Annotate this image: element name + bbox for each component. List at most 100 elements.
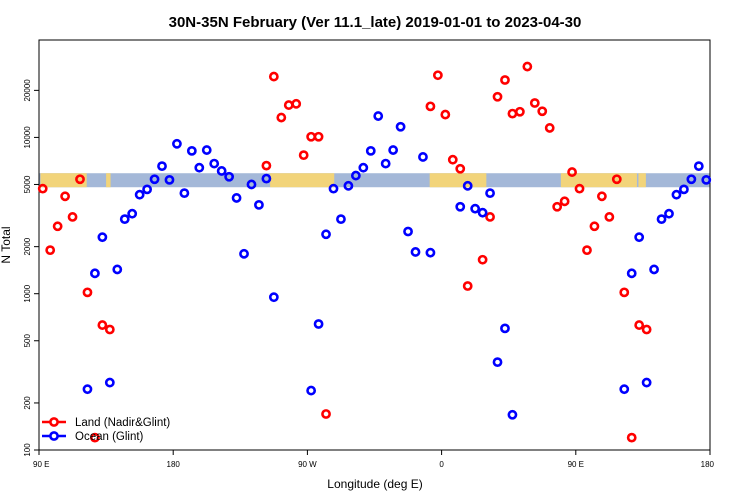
y-tick-label: 100 — [23, 443, 32, 457]
legend-marker — [49, 431, 59, 441]
data-point — [164, 174, 175, 185]
data-point — [268, 71, 279, 82]
data-point — [194, 162, 205, 173]
series-ocean — [82, 111, 712, 420]
map-land-band — [429, 173, 487, 188]
data-point — [276, 112, 287, 123]
data-point — [567, 167, 577, 177]
data-point — [522, 61, 533, 72]
y-tick-label: 500 — [23, 334, 32, 348]
data-point — [298, 150, 309, 161]
data-point — [634, 232, 645, 243]
data-point — [500, 75, 510, 85]
data-point — [432, 70, 443, 81]
data-point — [544, 123, 555, 133]
data-point — [686, 174, 697, 185]
y-tick-label: 5000 — [23, 175, 32, 193]
data-point — [679, 184, 689, 195]
data-point — [693, 161, 704, 172]
data-point — [45, 245, 56, 256]
data-point — [60, 191, 70, 202]
data-point — [82, 384, 93, 395]
data-point — [574, 183, 585, 194]
data-point — [418, 152, 428, 162]
data-point — [239, 248, 249, 259]
data-point — [641, 324, 652, 335]
y-axis-title: N Total — [0, 226, 13, 263]
map-land-band — [270, 173, 335, 188]
data-point — [97, 232, 108, 243]
x-tick-label: 180 — [701, 460, 715, 469]
data-point — [664, 208, 674, 219]
chart-title: 30N-35N February (Ver 11.1_late) 2019-01… — [169, 14, 582, 31]
data-point — [626, 432, 637, 443]
y-tick-label: 2000 — [23, 237, 32, 255]
map-land-band — [638, 173, 646, 188]
data-point — [149, 174, 160, 185]
data-point — [500, 323, 510, 334]
data-point — [507, 409, 518, 420]
data-point — [142, 184, 153, 195]
data-point — [201, 145, 212, 155]
data-point — [485, 212, 495, 222]
data-point — [268, 292, 279, 303]
data-point — [619, 287, 630, 298]
data-point — [462, 281, 473, 291]
data-point — [649, 264, 659, 275]
data-point — [582, 245, 592, 256]
data-point — [455, 163, 466, 174]
y-tick-label: 200 — [23, 396, 32, 410]
data-point — [425, 247, 436, 258]
data-point — [701, 174, 712, 185]
data-point — [336, 214, 346, 225]
data-point — [97, 320, 108, 330]
data-point — [358, 162, 369, 173]
data-point — [313, 131, 324, 142]
data-point — [90, 268, 100, 279]
data-point — [403, 226, 413, 237]
data-point — [186, 145, 197, 156]
data-point — [157, 161, 167, 172]
data-point — [626, 268, 637, 279]
data-point — [671, 189, 682, 200]
data-point — [634, 320, 645, 330]
data-point — [75, 174, 85, 185]
data-point — [231, 193, 242, 203]
data-point — [104, 324, 115, 335]
data-point — [209, 158, 220, 169]
x-tick-label: 90 E — [33, 460, 49, 469]
data-point — [611, 174, 622, 185]
data-point — [537, 106, 548, 117]
data-point — [216, 166, 227, 176]
data-point — [559, 196, 570, 207]
map-land-band — [40, 173, 87, 188]
data-point — [172, 138, 182, 149]
data-point — [455, 201, 466, 212]
data-point — [589, 221, 600, 232]
data-point — [321, 409, 331, 419]
data-point — [604, 212, 615, 222]
map-ocean-band — [39, 173, 710, 188]
data-point — [641, 377, 652, 388]
data-point — [283, 100, 294, 110]
x-axis-title: Longitude (deg E) — [327, 477, 422, 491]
data-point — [477, 254, 488, 265]
data-point — [306, 385, 317, 396]
data-point — [343, 180, 354, 191]
y-tick-label: 20000 — [23, 79, 32, 102]
data-point — [321, 229, 331, 240]
data-point — [425, 101, 436, 112]
data-point — [104, 377, 115, 388]
data-point — [395, 121, 406, 132]
data-point — [373, 111, 384, 121]
axes: 90 E 180 90 W 0 90 E 180 100 200 500 1000 2000 5000… — [23, 39, 715, 469]
data-point — [440, 109, 451, 120]
data-point — [470, 203, 481, 214]
y-tick-label: 10000 — [23, 126, 32, 149]
legend-label: Ocean (Glint) — [75, 431, 144, 443]
data-point — [552, 201, 563, 212]
data-point — [246, 179, 257, 190]
data-point — [477, 207, 488, 218]
data-points — [37, 61, 712, 443]
